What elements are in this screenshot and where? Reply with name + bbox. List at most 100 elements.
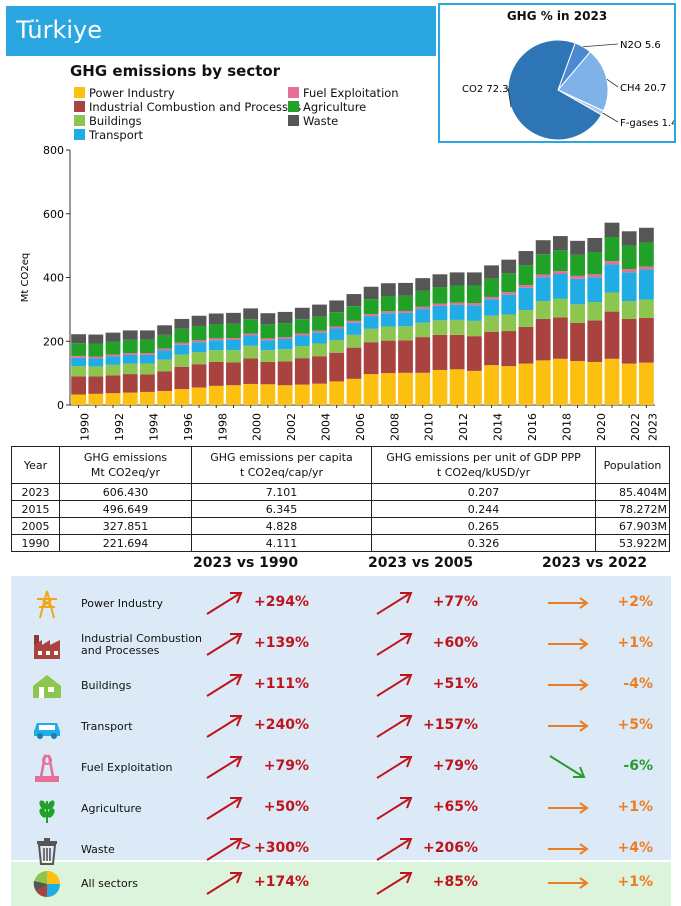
bar-segment [243, 308, 259, 320]
bar-segment [294, 307, 310, 320]
bar-segment [243, 358, 259, 384]
change-vs-1990: +50% [263, 799, 309, 815]
bar-segment [449, 302, 465, 305]
bar-segment [570, 304, 585, 323]
bar-segment [294, 346, 310, 359]
bar-segment [363, 314, 379, 317]
bar-segment [191, 325, 207, 341]
change-vs-2022: +4% [617, 840, 654, 856]
bar-segment [398, 295, 413, 311]
bar-segment [277, 323, 293, 338]
bar-segment [105, 364, 121, 376]
bar-segment [208, 340, 224, 351]
bar-segment [105, 356, 121, 365]
col-per-gdp: GHG emissions per unit of GDP PPP t CO2eq… [371, 446, 596, 484]
bar-segment [432, 320, 448, 335]
y-tick-label: 0 [57, 399, 64, 412]
bar-segment [105, 354, 121, 357]
chart-title: GHG emissions by sector [70, 62, 281, 80]
y-tick-label: 400 [43, 272, 64, 285]
bar-segment [535, 318, 551, 361]
bar-segment [157, 359, 173, 372]
bar-segment [518, 251, 534, 266]
mine-icon [31, 752, 63, 784]
table-header-row: Year GHG emissions Mt CO2eq/yr GHG emissi… [11, 446, 670, 484]
bar-segment [484, 315, 499, 332]
bar-segment [380, 340, 396, 374]
bar-segment [346, 378, 362, 405]
bar-segment [380, 313, 396, 327]
pie-label: CO2 72.3 [462, 84, 509, 95]
x-tick-label: 2020 [595, 413, 608, 441]
change-vs-2022: -6% [623, 758, 653, 774]
bar-segment [638, 269, 654, 300]
trend-up-arrow-icon [203, 629, 247, 659]
sector-label: Buildings [81, 679, 132, 692]
bar-segment [174, 342, 190, 345]
bar-segment [638, 317, 654, 363]
bar-segment [294, 335, 310, 347]
change-vs-1990: +139% [254, 635, 309, 651]
pie-leader-line [606, 78, 619, 88]
bar-segment [380, 373, 396, 405]
trend-up-arrow-icon [203, 588, 247, 618]
bar-segment [638, 299, 654, 318]
bar-segment [398, 282, 413, 296]
bar-segment [277, 311, 293, 324]
bar-segment [363, 316, 379, 329]
bar-segment [638, 242, 654, 267]
bar-segment [157, 371, 173, 391]
table-row: 2005 327.851 4.828 0.265 67.903M [11, 517, 670, 535]
bar-segment [363, 342, 379, 375]
y-tick-label: 800 [43, 144, 64, 157]
bar-segment [157, 325, 173, 335]
bar-segment [587, 361, 603, 405]
bar-segment [226, 385, 241, 405]
table-row: 1990 221.694 4.111 0.326 53.922M [11, 534, 670, 552]
bar-segment [501, 273, 517, 293]
trash-icon [31, 834, 63, 866]
bar-segment [208, 338, 224, 341]
bar-segment [122, 363, 138, 375]
legend-transport: Transport [74, 128, 143, 142]
bar-segment [621, 363, 637, 405]
bar-segment [71, 376, 87, 395]
pie-chart: CO2 72.3 CH4 20.7 N2O 5.6 F-gases 1.4 [462, 39, 674, 141]
pie-leader-line [583, 43, 619, 48]
bar-segment [191, 387, 207, 405]
bar-segment [449, 369, 465, 405]
legend-agriculture: Agriculture [288, 100, 366, 114]
bar-segment [432, 303, 448, 306]
bar-segment [638, 362, 654, 405]
bar-segment [415, 278, 431, 291]
trend-up-arrow-icon [373, 711, 417, 741]
bar-segment [552, 250, 568, 272]
bar-segment [191, 364, 207, 388]
comparison-row: Agriculture +50% +65% +1% [11, 789, 671, 829]
bar-segment [312, 356, 327, 384]
bar-segment [501, 366, 517, 405]
bar-segment [552, 358, 568, 405]
bar-segment [174, 389, 190, 405]
x-tick-label: 2010 [423, 413, 436, 441]
change-vs-1990: +300% [254, 840, 309, 856]
bar-segment [415, 290, 431, 307]
legend-power-industry: Power Industry [74, 86, 175, 100]
x-tick-label: 2018 [560, 413, 573, 441]
x-tick-label: 2000 [251, 413, 264, 441]
header-vs-2005: 2023 vs 2005 [368, 555, 474, 571]
legend-waste: Waste [288, 114, 338, 128]
bar-segment [518, 310, 534, 327]
comparison-row: Transport +240% +157% +5% [11, 707, 671, 747]
bar-segment [415, 309, 431, 323]
trend-up-arrow-icon [373, 588, 417, 618]
sector-label: Transport [81, 720, 133, 733]
x-tick-label: 2004 [319, 413, 332, 441]
bar-segment [587, 252, 603, 275]
bar-segment [88, 356, 104, 359]
bar-segment [346, 294, 362, 307]
trend-flat-arrow-icon [546, 868, 590, 898]
bar-segment [466, 336, 482, 371]
bar-segment [243, 335, 259, 346]
change-vs-1990: +294% [254, 594, 309, 610]
